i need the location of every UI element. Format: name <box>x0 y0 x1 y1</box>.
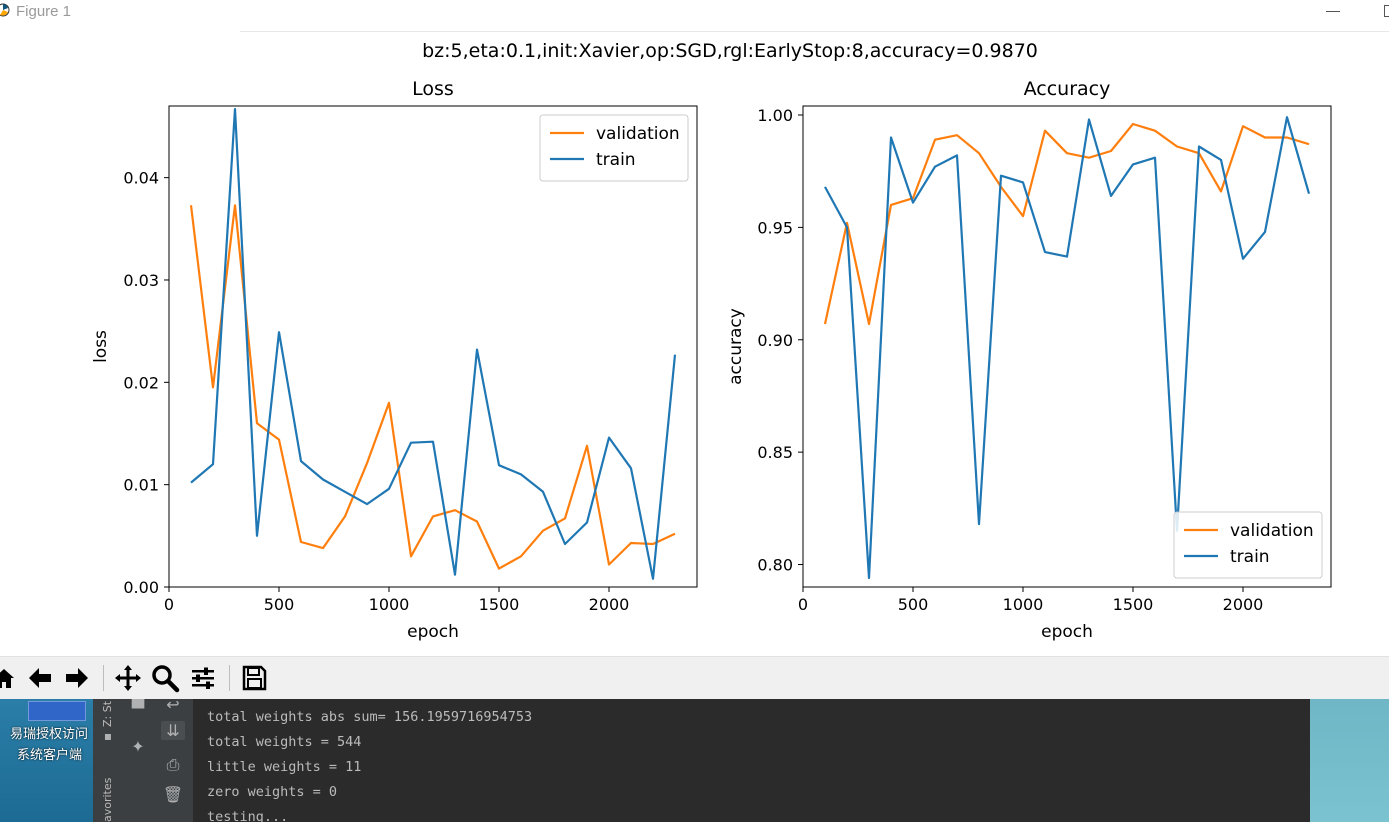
desktop-shortcut-icon[interactable] <box>28 701 86 721</box>
legend-label: validation <box>596 124 680 144</box>
x-tick-label: 2000 <box>1223 595 1264 614</box>
series-line-validation <box>189 204 676 570</box>
y-axis-label: accuracy <box>726 308 746 385</box>
structure-icon[interactable]: ▪ <box>103 729 113 743</box>
desktop-area: 易瑞授权访问 系统客户端 <box>0 699 93 822</box>
desktop-shortcut-label-2[interactable]: 系统客户端 <box>17 748 83 763</box>
minimize-button[interactable] <box>1326 11 1340 12</box>
layout-icon[interactable]: ▀ <box>131 699 145 718</box>
print-icon[interactable]: ⎙ <box>166 755 180 774</box>
console-output[interactable]: total weights abs sum= 156.1959716954753… <box>193 699 1310 822</box>
legend-label: train <box>596 150 636 170</box>
soft-wrap-icon[interactable]: ↩ <box>166 699 180 714</box>
maximize-button[interactable] <box>1384 5 1389 17</box>
navigation-toolbar <box>0 656 1389 700</box>
y-tick-label: 1.00 <box>757 106 793 125</box>
x-axis-label: epoch <box>1041 622 1093 642</box>
x-tick-label: 1000 <box>1003 595 1044 614</box>
desktop-shortcut-label-1[interactable]: 易瑞授权访问 <box>10 727 89 742</box>
configure-subplots-icon[interactable] <box>187 662 219 694</box>
console-toolbar: ↩ ⇊ ⎙ 🗑 <box>153 699 194 822</box>
y-axis-label: loss <box>91 330 111 363</box>
matplotlib-app-icon <box>0 3 10 17</box>
y-tick-label: 0.02 <box>123 373 159 392</box>
x-tick-label: 2000 <box>589 595 630 614</box>
y-tick-label: 0.00 <box>123 578 159 597</box>
loss-axes: Loss 0 500 1000 1500 2000 0.00 0.01 0.02 0.03 0.04… <box>91 78 698 642</box>
figure-suptitle: bz:5,eta:0.1,init:Xavier,op:SGD,rgl:Earl… <box>422 40 1038 62</box>
toolbar-separator <box>103 665 104 691</box>
series-line-validation <box>823 122 1310 326</box>
accuracy-axes: Accuracy 0 500 1000 1500 2000 0.80 0.85 0.90 0.95… <box>726 78 1332 642</box>
window-titlebar: Figure 1 <box>0 0 1389 30</box>
trash-icon[interactable]: 🗑 <box>162 785 184 804</box>
series-line-train <box>824 116 1311 580</box>
x-tick-label: 1000 <box>369 595 410 614</box>
scroll-to-end-icon[interactable]: ⇊ <box>161 721 185 740</box>
plot-frame <box>168 105 698 588</box>
series-line-train <box>190 107 677 580</box>
favorites-tab-label[interactable]: avorites <box>101 777 114 822</box>
title-divider <box>240 31 1389 32</box>
legend-box <box>539 114 689 182</box>
back-icon[interactable] <box>24 662 56 694</box>
figure-canvas[interactable]: bz:5,eta:0.1,init:Xavier,op:SGD,rgl:Earl… <box>0 32 1389 656</box>
desktop-background-right <box>1310 699 1389 822</box>
x-tick-label: 1500 <box>479 595 520 614</box>
y-tick-label: 0.95 <box>757 218 793 237</box>
toolbar-separator <box>229 665 230 691</box>
legend-label: validation <box>1230 521 1314 541</box>
y-tick-label: 0.03 <box>123 271 159 290</box>
ide-tool-column: ▀ ✦ <box>123 699 153 822</box>
y-tick-label: 0.90 <box>757 331 793 350</box>
structure-tab-label[interactable]: Z: St <box>101 700 114 727</box>
console-line: total weights = 544 <box>207 734 362 750</box>
x-tick-label: 0 <box>164 595 174 614</box>
plot-frame <box>802 105 1332 588</box>
home-icon[interactable] <box>0 662 20 694</box>
window-title: Figure 1 <box>16 3 72 20</box>
save-icon[interactable] <box>238 662 270 694</box>
ide-side-strip: Z: St ▪ avorites <box>93 699 123 822</box>
legend-label: train <box>1230 547 1270 567</box>
axes-title: Loss <box>412 78 454 100</box>
console-line: testing... <box>207 809 289 822</box>
legend-box <box>1173 511 1323 579</box>
pan-icon[interactable] <box>112 662 144 694</box>
y-tick-label: 0.85 <box>757 443 793 462</box>
y-tick-label: 0.80 <box>757 556 793 575</box>
axes-title: Accuracy <box>1024 78 1111 100</box>
y-tick-label: 0.04 <box>123 169 159 188</box>
zoom-icon[interactable] <box>149 662 181 694</box>
x-tick-label: 500 <box>898 595 929 614</box>
console-line: total weights abs sum= 156.1959716954753 <box>207 709 533 725</box>
console-line: little weights = 11 <box>207 759 362 775</box>
background-windows: 易瑞授权访问 系统客户端 Z: St ▪ avorites ▀ ✦ ↩ ⇊ ⎙ … <box>0 699 1389 822</box>
pin-icon[interactable]: ✦ <box>131 737 145 756</box>
forward-icon[interactable] <box>61 662 93 694</box>
console-line: zero weights = 0 <box>207 784 338 800</box>
x-tick-label: 1500 <box>1113 595 1154 614</box>
x-axis-label: epoch <box>407 622 459 642</box>
x-tick-label: 500 <box>264 595 295 614</box>
y-tick-label: 0.01 <box>123 476 159 495</box>
x-tick-label: 0 <box>798 595 808 614</box>
